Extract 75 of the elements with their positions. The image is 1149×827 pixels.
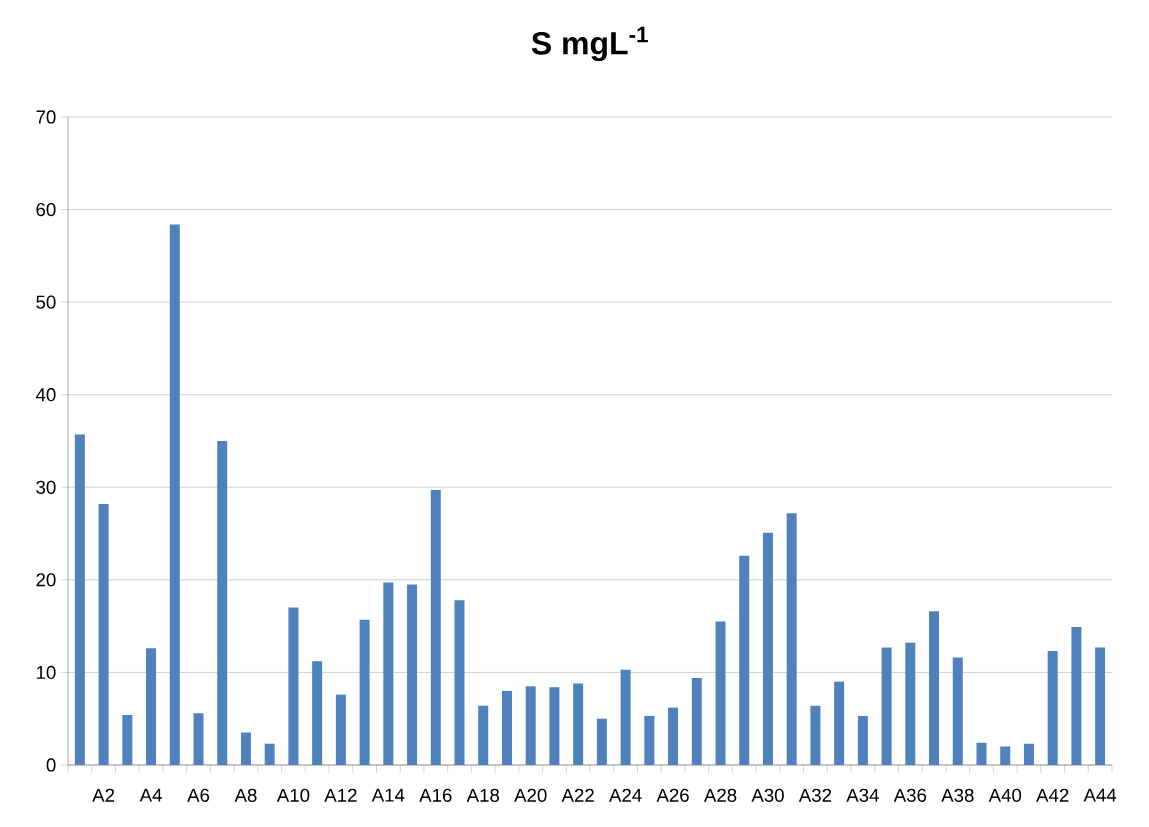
x-tick-label: A10 <box>276 788 310 802</box>
bar <box>857 715 868 765</box>
x-tick-label: A18 <box>466 788 500 802</box>
x-tick-label: A38 <box>941 788 974 802</box>
x-tick-label: A34 <box>846 788 879 802</box>
y-tick-label: 10 <box>36 665 56 680</box>
bar <box>620 669 631 765</box>
bar <box>668 707 679 765</box>
x-tick-label: A14 <box>371 788 405 802</box>
x-tick-label: A42 <box>1036 788 1069 802</box>
x-tick-label: A44 <box>1083 788 1117 802</box>
y-tick-label: 40 <box>35 388 56 402</box>
y-tick-label: 20 <box>36 573 56 587</box>
bar <box>1071 627 1082 765</box>
x-tick-label: A12 <box>324 788 357 802</box>
x-tick-label: A40 <box>988 788 1022 802</box>
x-tick-label: A24 <box>609 788 642 802</box>
bar <box>929 611 940 765</box>
bar <box>1023 743 1034 765</box>
bar <box>430 490 441 765</box>
x-tick-label: A28 <box>703 788 737 802</box>
bar <box>122 714 133 765</box>
bar <box>881 647 892 765</box>
x-tick-label: A22 <box>561 788 594 802</box>
bar <box>98 503 109 765</box>
bar <box>335 694 346 765</box>
bar <box>691 677 702 765</box>
bar <box>1047 651 1058 765</box>
bar <box>762 532 773 765</box>
bar <box>834 681 845 765</box>
bar <box>573 683 584 765</box>
bar <box>739 555 750 765</box>
y-tick-label: 30 <box>36 480 56 494</box>
x-tick-label: A8 <box>234 788 257 802</box>
bar <box>288 607 299 765</box>
bar <box>359 619 370 765</box>
x-tick-label: A2 <box>92 788 115 802</box>
y-tick-label: 50 <box>36 295 56 309</box>
bar <box>644 715 655 765</box>
chart-title: S mgL$^{-1}$ <box>531 26 648 62</box>
bar <box>169 224 180 765</box>
bar <box>596 718 607 765</box>
bar <box>786 513 797 765</box>
x-tick-label: A26 <box>656 788 689 802</box>
x-tick-label: A32 <box>798 788 832 802</box>
bar <box>478 705 489 765</box>
bar <box>74 434 85 765</box>
bar <box>1095 647 1106 765</box>
bar <box>407 584 418 765</box>
bar <box>454 600 465 765</box>
bar <box>193 713 204 765</box>
x-tick-label: A4 <box>139 788 162 802</box>
x-tick-label: A30 <box>751 788 784 802</box>
bar <box>810 705 821 765</box>
bar <box>146 648 157 765</box>
bar <box>525 686 536 765</box>
x-tick-label: A20 <box>514 788 547 802</box>
bar <box>715 621 726 765</box>
bar <box>383 582 394 765</box>
x-tick-label: A6 <box>187 788 210 802</box>
bar <box>549 687 560 765</box>
bar <box>264 743 275 765</box>
bar <box>905 642 916 765</box>
bar <box>312 661 323 765</box>
y-tick-label: 0 <box>46 758 56 772</box>
y-tick-label: 60 <box>36 202 56 217</box>
bar <box>952 657 963 765</box>
x-tick-label: A16 <box>419 788 452 802</box>
bar <box>217 440 228 765</box>
x-tick-label: A36 <box>893 788 927 802</box>
y-tick-label: 70 <box>36 110 56 124</box>
bar <box>240 732 251 765</box>
bar <box>976 742 987 765</box>
bar <box>501 690 512 765</box>
bar <box>1000 746 1011 765</box>
